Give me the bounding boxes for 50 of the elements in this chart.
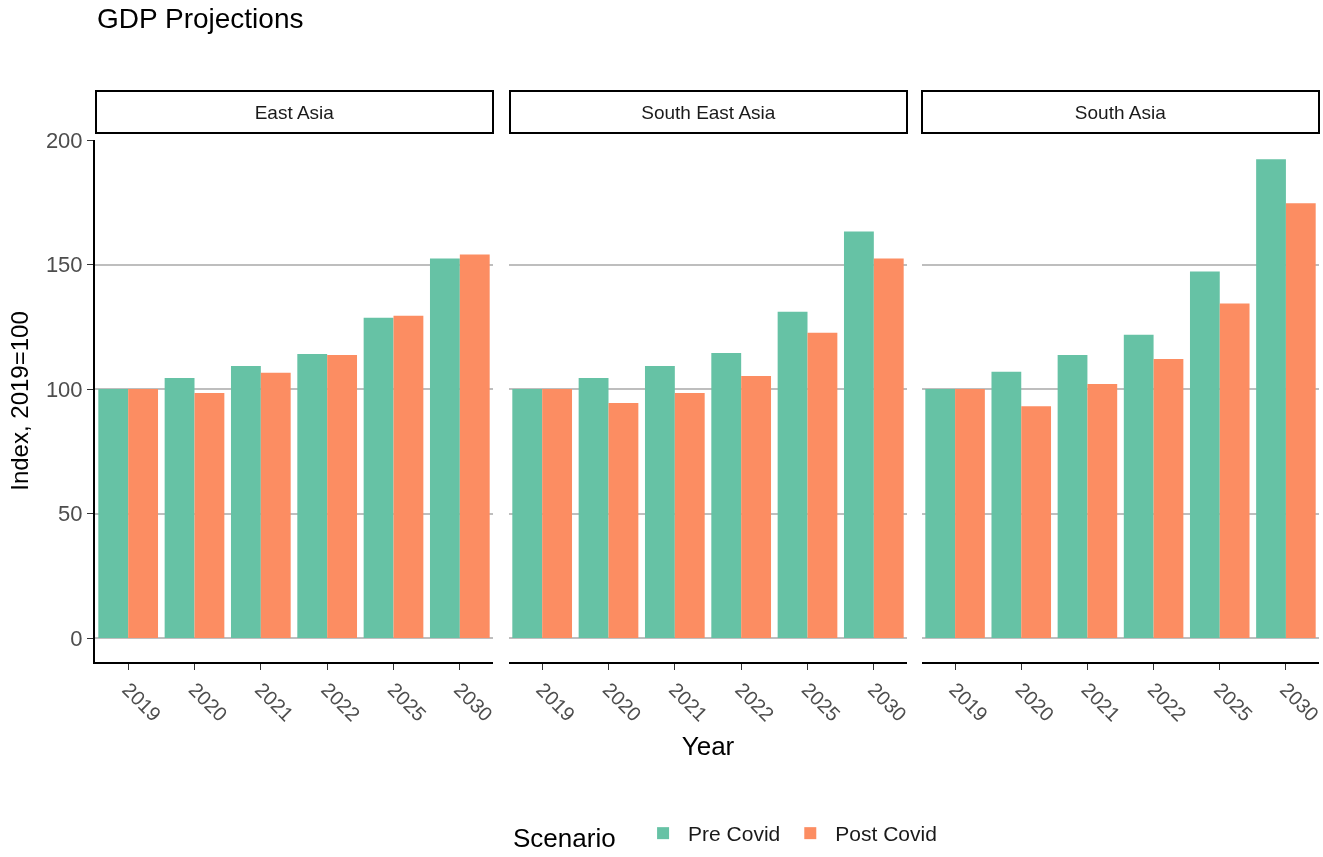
legend-label: Post Covid xyxy=(835,822,937,846)
bar xyxy=(542,389,573,639)
y-tick-label: 200 xyxy=(45,127,83,153)
bar xyxy=(230,365,261,639)
x-axis-title: Year xyxy=(681,730,735,761)
bar xyxy=(873,258,904,639)
bar xyxy=(578,378,609,639)
y-tick-label: 50 xyxy=(58,501,83,527)
chart-subtitle: East Asia xyxy=(254,101,335,123)
legend-label: Pre Covid xyxy=(688,822,781,846)
bar xyxy=(1153,358,1184,639)
bar xyxy=(512,389,543,639)
bar xyxy=(674,393,705,639)
bar xyxy=(164,378,195,639)
bar xyxy=(393,315,424,639)
y-tick-label: 150 xyxy=(45,252,83,278)
chart-title: GDP Projections xyxy=(97,2,304,34)
bar xyxy=(459,254,490,639)
bar xyxy=(1057,354,1088,639)
bar xyxy=(194,393,225,639)
bar xyxy=(1285,203,1316,639)
bar xyxy=(1021,406,1052,639)
bar xyxy=(807,332,838,639)
bar xyxy=(843,231,874,639)
bar xyxy=(363,317,394,639)
bar xyxy=(711,352,742,639)
chart-subtitle: South East Asia xyxy=(641,101,776,123)
bar xyxy=(1189,271,1220,639)
legend-title: Scenario xyxy=(513,822,631,853)
bar xyxy=(98,389,129,639)
chart-subtitle: South Asia xyxy=(1074,101,1167,123)
bar xyxy=(297,353,328,639)
bar xyxy=(327,354,358,639)
bar xyxy=(777,311,808,639)
bar xyxy=(991,371,1022,639)
y-axis-title: Index, 2019=100 xyxy=(6,311,34,491)
bar xyxy=(644,365,675,639)
bar xyxy=(128,389,159,639)
y-tick-label: 0 xyxy=(70,625,83,651)
bar xyxy=(1087,384,1118,639)
bar xyxy=(1219,303,1250,639)
bar xyxy=(955,389,985,639)
y-tick-label: 100 xyxy=(45,376,83,402)
bar xyxy=(608,402,639,639)
bar xyxy=(1256,159,1286,639)
bar xyxy=(1123,334,1154,639)
bar xyxy=(925,389,956,639)
bar xyxy=(429,258,460,639)
bar xyxy=(260,372,291,639)
bar xyxy=(741,376,772,639)
